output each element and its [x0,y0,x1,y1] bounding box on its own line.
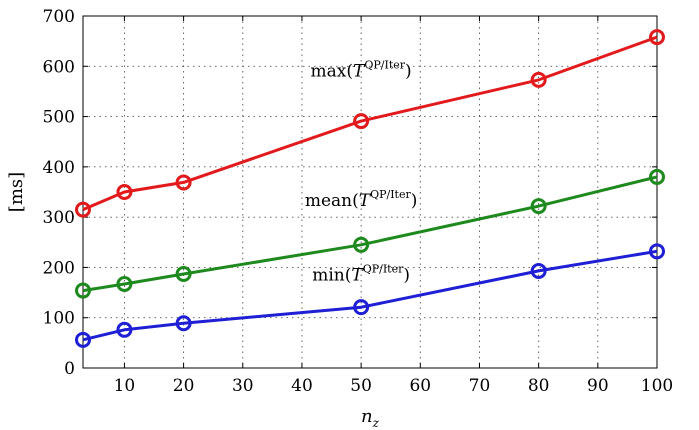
y-axis-label: [ms] [6,172,27,212]
y-tick-label: 700 [43,7,75,27]
plot-frame [82,15,658,369]
annotation-mean: mean(TQP/Iter) [305,188,418,211]
y-tick-label: 400 [43,158,75,178]
y-tick-label: 100 [43,309,75,329]
data-point [353,299,370,316]
data-point [353,236,370,253]
series-1 [75,168,665,299]
series-0 [75,29,665,218]
data-point [75,282,91,299]
data-point [649,29,665,46]
axis-ticks: 10 20 30 40 50 60 70 80 90 100 0 100 200 300 400 500 600… [43,7,674,396]
series-2 [75,243,665,348]
data-point [75,201,91,218]
data-point [116,184,133,200]
annotations: max(TQP/Iter) mean(TQP/Iter) min(TQP/Iter) [305,58,418,285]
axis-labels: nz [ms] [6,172,380,430]
y-tick-label: 200 [43,258,75,278]
x-tick-label: 60 [409,376,431,396]
data-point [530,71,547,88]
annotation-min: min(TQP/Iter) [312,263,410,286]
x-tick-label: 50 [350,376,372,396]
data-point [75,331,91,348]
y-tick-label: 600 [43,57,75,77]
x-axis-label: nz [361,406,380,430]
data-point [175,174,192,191]
annotation-max: max(TQP/Iter) [311,58,412,81]
data-point [353,113,370,130]
x-tick-label: 30 [232,376,254,396]
x-tick-label: 20 [173,376,195,396]
y-tick-label: 500 [43,108,75,128]
y-tick-label: 300 [43,208,75,228]
x-tick-label: 10 [114,376,136,396]
data-point [116,321,133,338]
data-point [175,265,192,282]
series-group [75,29,665,348]
x-tick-label: 90 [587,376,609,396]
grid [83,16,657,368]
data-point [649,243,665,260]
x-tick-label: 40 [291,376,313,396]
data-point [649,168,665,185]
x-tick-label: 70 [469,376,491,396]
data-point [116,276,133,293]
data-point [175,315,192,332]
data-point [530,262,547,279]
y-tick-label: 0 [64,359,75,379]
data-point [530,198,547,215]
x-tick-label: 80 [528,376,550,396]
x-tick-label: 100 [641,376,673,396]
